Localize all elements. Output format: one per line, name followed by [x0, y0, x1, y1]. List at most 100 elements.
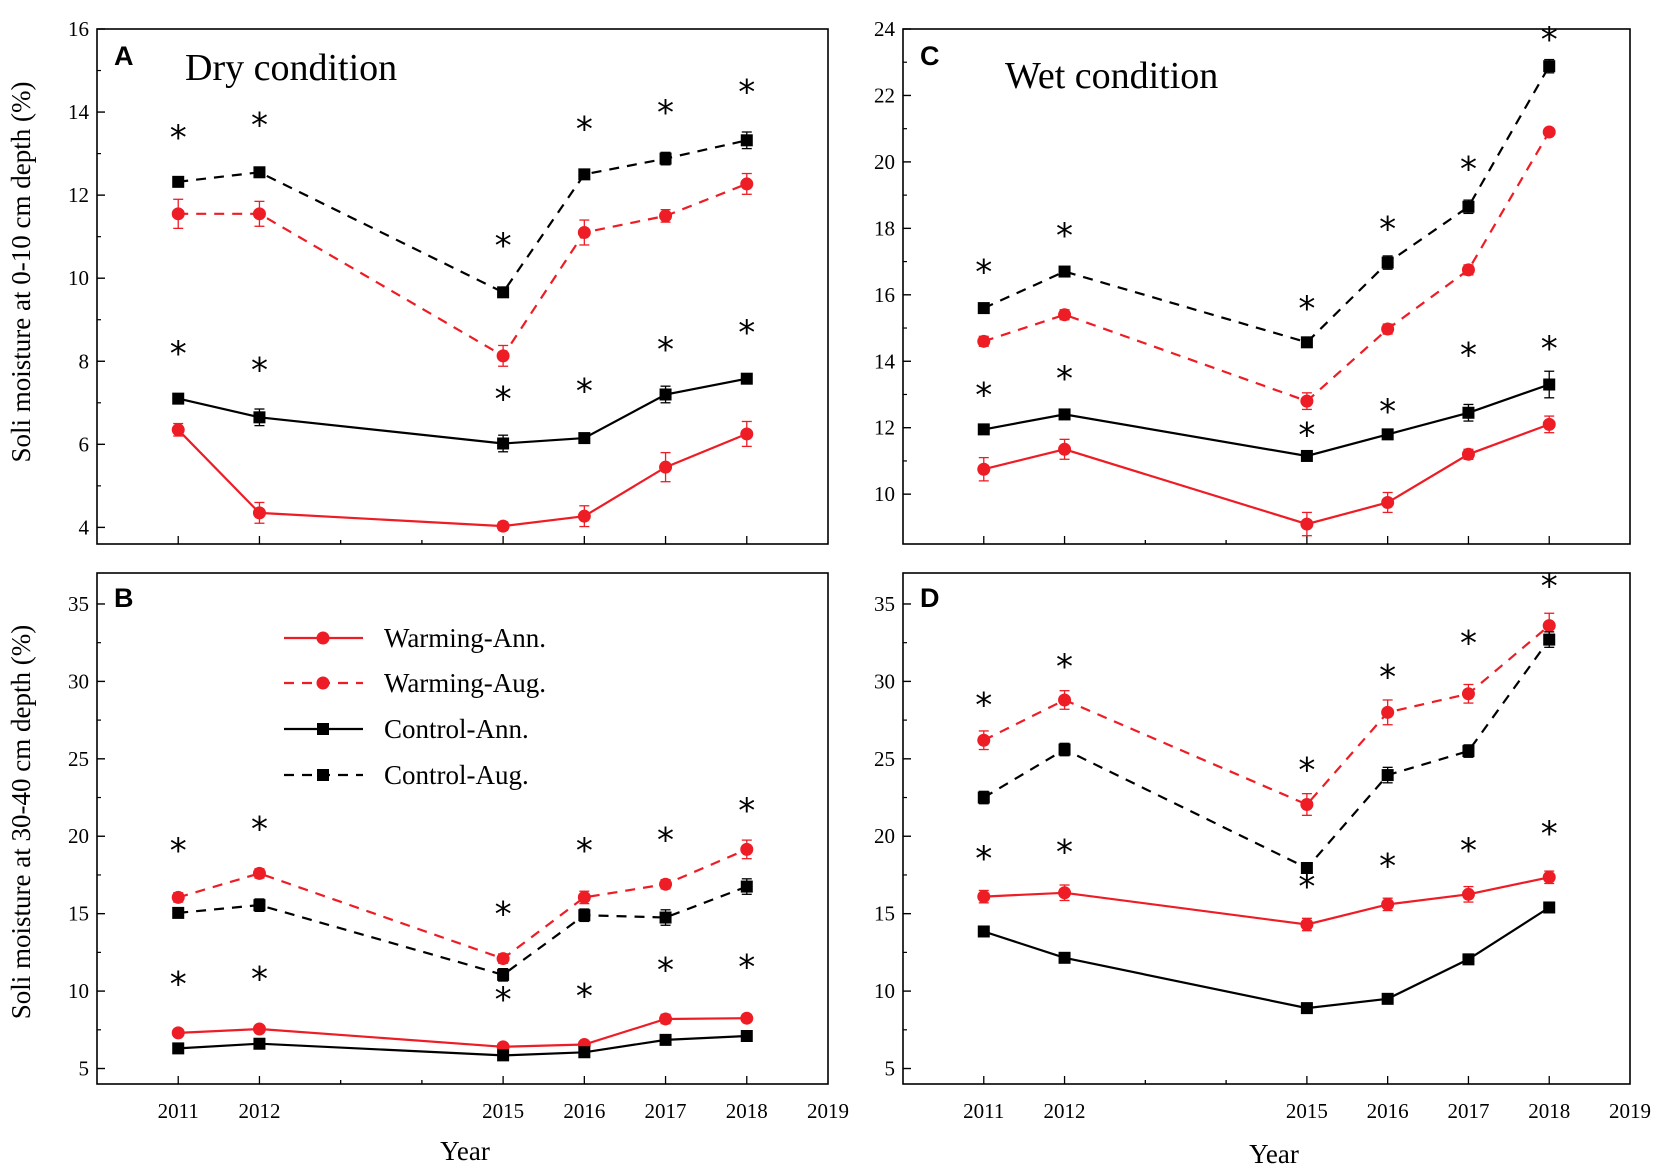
point-warming-aug	[496, 349, 510, 363]
panel-a-ticks: 4 6 8 10 12 14 16	[68, 17, 748, 544]
y-tick-label: 35	[874, 592, 895, 616]
point-warming-ann	[1058, 886, 1072, 900]
point-warming-ann	[1058, 442, 1072, 456]
point-control-ann	[977, 423, 990, 436]
point-warming-aug	[740, 177, 754, 191]
significance-star: *	[1379, 658, 1396, 698]
panel-b-stars: * * * * * * * * * * * *	[170, 791, 756, 1020]
x-tick-label: 2016	[563, 1099, 605, 1123]
series-line-warming-ann	[983, 423, 1550, 526]
significance-star: *	[576, 371, 593, 411]
significance-star: *	[251, 106, 268, 146]
point-control-ann	[578, 432, 591, 445]
significance-star: *	[495, 380, 512, 420]
point-control-aug	[1300, 861, 1313, 874]
point-control-aug	[1381, 769, 1394, 782]
legend-swatch-marker-control-aug	[317, 769, 329, 781]
significance-star: *	[657, 820, 674, 860]
significance-star: *	[975, 686, 992, 726]
series-line-warming-ann	[177, 429, 748, 528]
significance-star: *	[975, 839, 992, 879]
series-line-warming-ann	[178, 1017, 747, 1048]
point-warming-ann	[1300, 918, 1314, 932]
y-axis-title-top: Soli moisture at 0-10 cm depth (%)	[6, 82, 36, 463]
y-tick-label: 22	[874, 83, 895, 107]
series-line-warming-ann	[983, 876, 1550, 926]
point-warming-aug	[252, 207, 266, 221]
point-control-aug	[1543, 60, 1556, 73]
x-tick-label: 2019	[807, 1099, 849, 1123]
y-axis-title-bottom: Soli moisture at 30-40 cm depth (%)	[6, 625, 36, 1019]
point-control-aug	[977, 791, 990, 804]
legend-swatch-marker-warming-ann	[316, 631, 330, 645]
y-tick-label: 5	[79, 1057, 90, 1081]
legend-entry-warming-ann: Warming-Ann.	[284, 623, 546, 653]
panel-b-points	[171, 839, 754, 1062]
point-control-ann	[1058, 408, 1071, 421]
panel-c: 10 12 14 16 18 20 22 24 * * * * * * * * * * * * C Wet cond…	[874, 17, 1631, 545]
point-control-aug	[578, 168, 591, 181]
series-line-control-ann	[177, 377, 748, 445]
y-tick-label: 18	[874, 216, 895, 240]
point-warming-ann	[496, 519, 510, 533]
point-control-ann	[1300, 449, 1313, 462]
panel-c-stars: * * * * * * * * * * * *	[975, 20, 1557, 455]
point-warming-ann	[977, 890, 991, 904]
point-warming-ann	[252, 1022, 266, 1036]
point-control-ann	[659, 1033, 672, 1046]
point-control-ann	[1462, 953, 1475, 966]
significance-star: *	[657, 93, 674, 133]
legend-entry-warming-aug: Warming-Aug.	[284, 668, 546, 698]
point-warming-ann	[659, 460, 673, 474]
point-warming-aug	[1381, 705, 1395, 719]
point-control-ann	[578, 1046, 591, 1059]
point-control-aug	[977, 302, 990, 315]
significance-star: *	[1541, 329, 1558, 369]
significance-star: *	[576, 110, 593, 150]
significance-star: *	[738, 947, 755, 987]
panel-a-lines	[177, 139, 748, 528]
significance-star: *	[251, 810, 268, 850]
point-warming-ann	[252, 506, 266, 520]
point-warming-aug	[252, 866, 266, 880]
point-control-aug	[253, 166, 266, 179]
significance-star: *	[1298, 867, 1315, 907]
significance-star: *	[1541, 814, 1558, 854]
significance-star: *	[1298, 289, 1315, 329]
y-tick-label: 4	[79, 515, 90, 539]
significance-star: *	[1379, 209, 1396, 249]
y-tick-label: 30	[874, 669, 895, 693]
point-warming-ann	[740, 427, 754, 441]
y-tick-label: 12	[874, 416, 895, 440]
significance-star: *	[1298, 751, 1315, 791]
point-control-aug	[1058, 743, 1071, 756]
panel-c-title: Wet condition	[1005, 55, 1218, 97]
significance-star: *	[1541, 566, 1558, 606]
x-tick-label: 2012	[1044, 1099, 1086, 1123]
significance-star: *	[251, 960, 268, 1000]
point-control-ann	[1058, 951, 1071, 964]
series-line-warming-aug	[983, 131, 1551, 403]
point-warming-ann	[1381, 495, 1395, 509]
panel-a-points	[171, 131, 754, 533]
point-warming-aug	[577, 226, 591, 240]
y-tick-label: 14	[874, 349, 896, 373]
point-control-aug	[659, 911, 672, 924]
y-tick-label: 30	[68, 669, 89, 693]
point-control-ann	[497, 437, 510, 450]
point-control-aug	[740, 880, 753, 893]
point-control-aug	[497, 286, 510, 299]
point-warming-ann	[1300, 517, 1314, 531]
point-control-aug	[1462, 745, 1475, 758]
y-tick-label: 14	[68, 100, 90, 124]
point-warming-aug	[577, 890, 591, 904]
point-warming-ann	[740, 1011, 754, 1025]
panel-a-title: Dry condition	[185, 47, 397, 89]
point-control-ann	[977, 925, 990, 938]
y-tick-label: 6	[79, 432, 90, 456]
point-warming-aug	[1300, 797, 1314, 811]
point-control-aug	[578, 909, 591, 922]
panel-d-ticks: 5 10 15 20 25 30 35 2011 2012 2015 2016 2017 2018 201…	[874, 592, 1651, 1123]
y-tick-label: 20	[68, 824, 89, 848]
significance-star: *	[738, 72, 755, 112]
